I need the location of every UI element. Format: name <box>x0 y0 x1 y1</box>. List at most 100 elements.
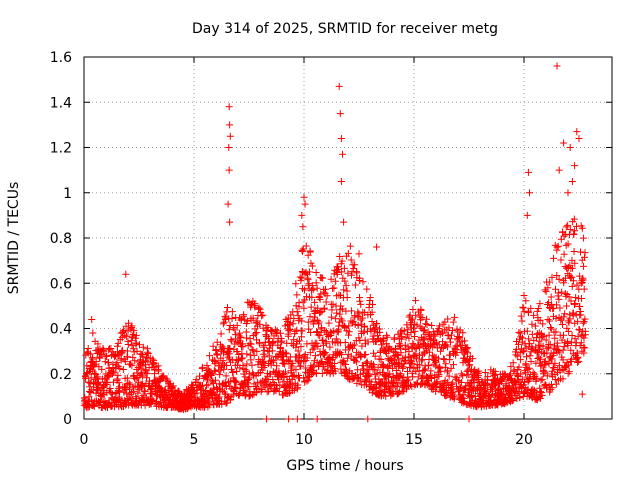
data-point <box>559 331 567 339</box>
data-point <box>340 286 348 294</box>
data-point <box>199 363 207 371</box>
data-point <box>566 144 574 151</box>
data-point <box>556 304 564 312</box>
data-point <box>383 331 391 339</box>
data-point <box>570 247 578 255</box>
data-point <box>580 285 588 293</box>
data-point <box>278 337 286 345</box>
data-point <box>318 357 326 365</box>
data-point <box>562 241 570 249</box>
data-point <box>296 273 304 281</box>
data-point <box>267 326 275 334</box>
data-point <box>100 347 108 355</box>
data-point <box>526 352 534 360</box>
data-point <box>212 347 220 354</box>
data-point <box>123 380 131 388</box>
data-point <box>222 372 230 380</box>
data-point <box>340 264 348 272</box>
data-point <box>344 354 352 362</box>
data-point <box>330 327 338 335</box>
data-point <box>331 277 339 285</box>
data-point <box>360 323 368 331</box>
data-point <box>135 341 143 349</box>
data-point <box>327 361 335 369</box>
data-point <box>557 256 565 264</box>
data-point <box>100 390 108 398</box>
data-point <box>120 326 128 334</box>
data-point <box>117 356 125 364</box>
data-point <box>320 304 328 312</box>
data-point <box>224 200 232 208</box>
data-point <box>316 295 324 303</box>
data-point <box>355 250 363 258</box>
data-point <box>202 381 210 389</box>
data-point <box>294 381 302 389</box>
data-point <box>213 351 221 359</box>
data-point <box>301 200 309 208</box>
data-point <box>551 241 559 249</box>
data-point <box>228 337 236 345</box>
data-point <box>253 328 261 336</box>
data-point <box>351 313 359 321</box>
data-point <box>570 301 578 309</box>
data-point <box>220 365 228 373</box>
data-point <box>243 350 251 358</box>
data-point <box>565 368 573 376</box>
data-point <box>309 286 317 294</box>
data-point <box>113 358 121 366</box>
data-point <box>357 300 365 308</box>
data-point <box>345 331 353 339</box>
data-point <box>211 376 219 384</box>
data-point <box>121 358 129 366</box>
y-tick-label: 1.2 <box>50 141 72 157</box>
data-point <box>103 352 111 360</box>
data-point <box>245 383 253 391</box>
data-point <box>360 365 368 373</box>
data-point <box>132 339 140 347</box>
data-point <box>209 342 217 350</box>
data-point <box>240 386 248 394</box>
data-point <box>239 354 247 362</box>
data-point <box>122 332 130 340</box>
data-point <box>346 242 354 250</box>
data-point <box>314 320 322 328</box>
data-point <box>139 352 147 360</box>
data-point <box>289 320 297 328</box>
data-point <box>319 274 327 282</box>
data-point <box>520 292 528 300</box>
data-point <box>571 162 579 170</box>
data-point <box>290 336 298 344</box>
data-point <box>558 320 566 328</box>
data-point <box>233 348 241 356</box>
data-point <box>215 393 223 401</box>
data-point <box>98 365 106 373</box>
data-point <box>320 349 328 357</box>
data-point <box>325 319 333 327</box>
data-point <box>126 390 134 398</box>
data-point <box>369 349 377 357</box>
data-point <box>94 378 102 386</box>
data-point <box>576 326 584 334</box>
data-point <box>351 281 359 289</box>
data-point <box>130 387 138 395</box>
data-point <box>299 223 307 231</box>
data-point <box>88 366 96 374</box>
data-point <box>139 391 147 399</box>
data-point <box>171 386 179 394</box>
data-point <box>297 333 305 341</box>
data-point <box>537 376 545 384</box>
data-point <box>129 345 137 353</box>
data-point <box>306 248 314 256</box>
data-point <box>253 347 261 355</box>
data-point <box>206 371 214 379</box>
data-point <box>449 318 457 326</box>
data-point <box>279 359 287 367</box>
data-point <box>293 291 301 299</box>
data-point <box>579 234 587 242</box>
data-point <box>360 328 368 336</box>
data-point <box>349 342 357 350</box>
data-point <box>560 343 568 351</box>
data-point <box>339 150 346 158</box>
data-point <box>110 368 118 376</box>
data-point <box>576 303 584 311</box>
